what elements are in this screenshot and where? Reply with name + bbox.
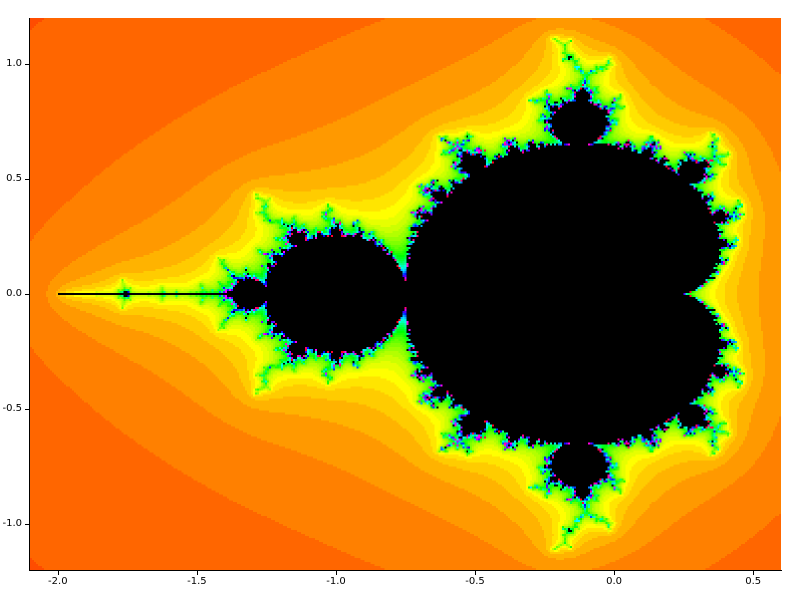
y-tick-label: -0.5 <box>2 403 22 414</box>
x-tick-mark <box>336 571 337 575</box>
y-tick-label: 0.5 <box>6 173 22 184</box>
x-tick-label: 0.0 <box>606 576 623 587</box>
y-tick-mark <box>25 64 29 65</box>
y-tick-mark <box>25 409 29 410</box>
mandelbrot-heatmap <box>30 18 781 570</box>
y-tick-mark <box>25 524 29 525</box>
x-tick-label: -2.0 <box>48 576 68 587</box>
y-tick-label: -1.0 <box>2 518 22 529</box>
y-tick-mark <box>25 294 29 295</box>
x-tick-label: 0.5 <box>745 576 762 587</box>
x-tick-mark <box>753 571 755 575</box>
x-tick-mark <box>57 571 59 575</box>
x-tick-label: -0.5 <box>465 576 485 587</box>
x-axis-spine <box>29 570 782 571</box>
y-axis-spine <box>29 18 30 571</box>
x-tick-label: -1.0 <box>326 576 346 587</box>
y-tick-mark <box>25 179 29 180</box>
x-tick-mark <box>614 571 616 575</box>
y-tick-label: 0.0 <box>6 288 22 299</box>
x-tick-mark <box>196 571 198 575</box>
x-tick-label: -1.5 <box>187 576 207 587</box>
x-tick-mark <box>475 571 476 575</box>
y-tick-label: 1.0 <box>6 58 22 69</box>
